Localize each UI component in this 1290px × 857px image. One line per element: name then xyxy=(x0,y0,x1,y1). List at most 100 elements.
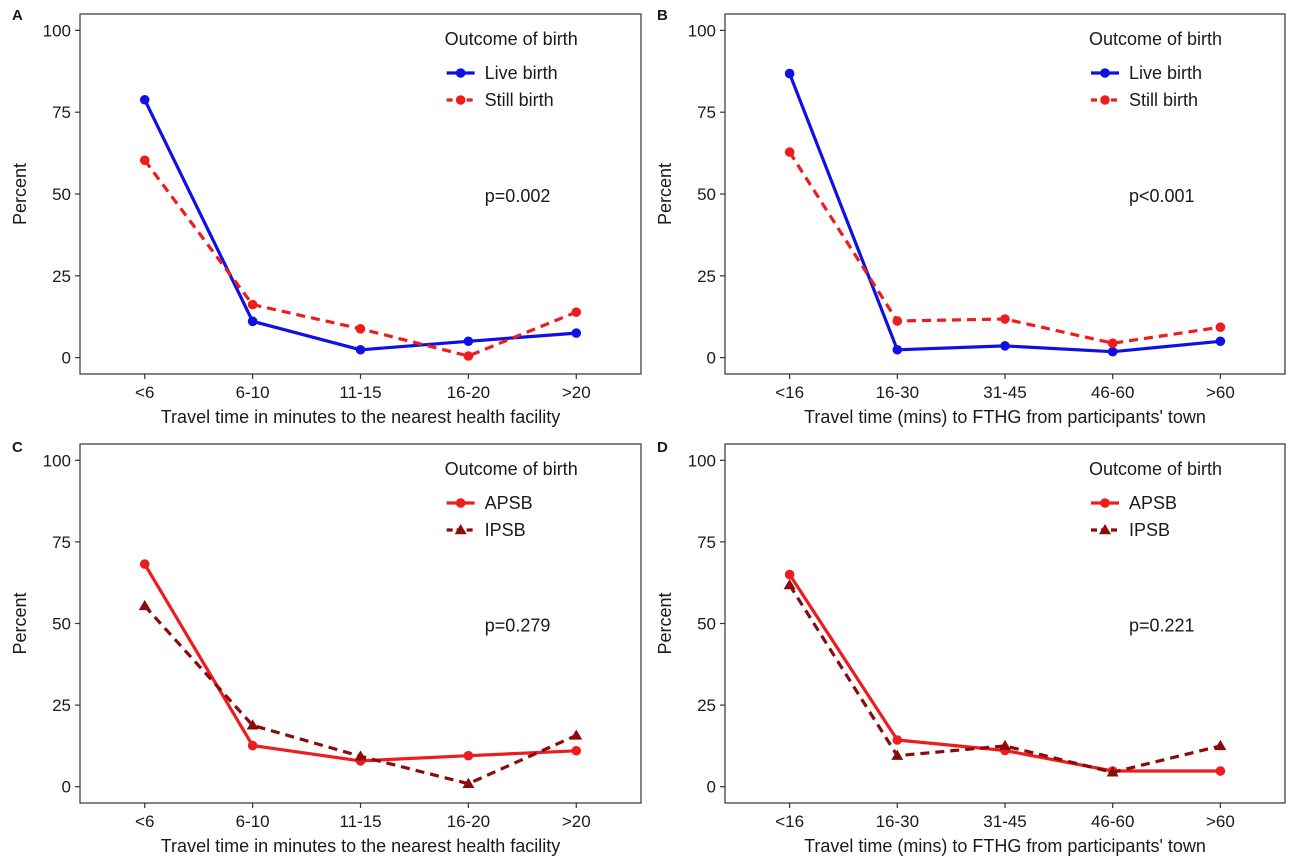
data-point xyxy=(784,68,795,79)
x-tick-label: 46-60 xyxy=(1091,812,1134,831)
series-line-ipsb xyxy=(788,584,1221,774)
legend-label: IPSB xyxy=(1129,520,1170,540)
data-point xyxy=(138,599,151,611)
y-tick-label: 100 xyxy=(688,21,716,40)
data-point xyxy=(355,324,366,334)
y-tick-label: 100 xyxy=(43,21,71,40)
y-tick-label: 75 xyxy=(52,533,71,552)
panel-letter: A xyxy=(12,7,23,24)
legend-key-marker xyxy=(454,524,467,535)
y-tick-label: 75 xyxy=(697,533,716,552)
data-point xyxy=(139,155,150,166)
legend-label: APSB xyxy=(1129,493,1177,513)
data-point xyxy=(571,307,582,317)
legend-title: Outcome of birth xyxy=(445,29,578,49)
x-tick-label: >20 xyxy=(562,812,591,831)
data-point xyxy=(1214,739,1227,751)
data-point xyxy=(463,750,474,761)
x-tick-label: <6 xyxy=(135,812,154,831)
y-tick-label: 0 xyxy=(62,349,71,368)
data-point xyxy=(247,316,258,327)
x-tick-label: 16-30 xyxy=(876,812,919,831)
data-point xyxy=(354,750,367,761)
y-tick-label: 0 xyxy=(707,778,716,797)
data-point xyxy=(139,559,150,569)
x-tick-label: 6-10 xyxy=(236,383,270,402)
legend-key-marker xyxy=(1100,498,1110,508)
x-tick-label: 16-30 xyxy=(876,383,919,402)
data-point xyxy=(463,351,474,361)
x-tick-label: 31-45 xyxy=(983,812,1026,831)
x-tick-label: <16 xyxy=(775,812,804,831)
y-tick-label: 100 xyxy=(43,451,71,470)
y-tick-label: 100 xyxy=(688,451,716,470)
legend-title: Outcome of birth xyxy=(445,459,578,479)
y-tick-label: 50 xyxy=(697,185,716,204)
y-tick-label: 25 xyxy=(52,696,71,715)
data-point xyxy=(1107,346,1118,357)
data-point xyxy=(463,336,474,347)
legend-key-marker xyxy=(455,498,466,508)
data-point xyxy=(247,740,258,751)
x-tick-label: >60 xyxy=(1206,383,1235,402)
legend-label: Live birth xyxy=(485,63,558,83)
x-tick-label: 46-60 xyxy=(1091,383,1134,402)
data-point xyxy=(1215,336,1226,347)
p-value-annotation: p=0.279 xyxy=(485,616,551,636)
y-axis-title: Percent xyxy=(10,592,30,654)
panel-letter: B xyxy=(657,7,668,24)
y-tick-label: 50 xyxy=(52,615,71,634)
data-point xyxy=(139,94,150,105)
data-point xyxy=(355,344,366,355)
legend-title: Outcome of birth xyxy=(1089,29,1222,49)
data-point xyxy=(462,777,475,788)
legend-key-marker xyxy=(1099,524,1111,535)
legend-label: Live birth xyxy=(1129,63,1202,83)
y-axis-title: Percent xyxy=(655,592,675,654)
data-point xyxy=(1215,766,1226,776)
y-axis-title: Percent xyxy=(655,163,675,225)
y-tick-label: 50 xyxy=(697,615,716,634)
data-point xyxy=(892,735,903,745)
series-line-apsb xyxy=(143,563,577,763)
x-tick-label: 6-10 xyxy=(236,812,270,831)
x-axis-title: Travel time in minutes to the nearest he… xyxy=(161,836,561,856)
x-tick-label: >60 xyxy=(1206,812,1235,831)
data-point xyxy=(571,745,582,756)
y-tick-label: 0 xyxy=(62,778,71,797)
y-tick-label: 75 xyxy=(52,103,71,122)
data-point xyxy=(892,316,903,326)
data-point xyxy=(784,569,795,580)
data-point xyxy=(571,328,582,338)
data-point xyxy=(1000,314,1010,324)
data-point xyxy=(246,719,259,730)
data-point xyxy=(892,344,903,355)
legend-key-marker xyxy=(455,95,466,105)
p-value-annotation: p=0.002 xyxy=(485,186,551,206)
x-tick-label: 16-20 xyxy=(447,812,490,831)
y-tick-label: 25 xyxy=(697,696,716,715)
x-tick-label: <6 xyxy=(135,383,154,402)
legend-key-marker xyxy=(1100,68,1110,78)
p-value-annotation: p=0.221 xyxy=(1129,616,1195,636)
panel-letter: C xyxy=(12,439,23,456)
data-point xyxy=(891,749,904,760)
legend-key-marker xyxy=(455,68,466,78)
data-point xyxy=(1000,341,1010,351)
data-point xyxy=(247,299,258,310)
x-axis-title: Travel time (mins) to FTHG from particip… xyxy=(804,836,1206,856)
x-axis-title: Travel time in minutes to the nearest he… xyxy=(161,407,561,427)
y-tick-label: 25 xyxy=(52,267,71,286)
legend-label: Still birth xyxy=(485,90,554,110)
series-line-live-birth xyxy=(143,98,577,352)
series-line-live-birth xyxy=(788,73,1221,354)
data-point xyxy=(999,739,1011,751)
legend-label: Still birth xyxy=(1129,90,1198,110)
p-value-annotation: p<0.001 xyxy=(1129,186,1195,206)
x-tick-label: 11-15 xyxy=(339,383,381,402)
data-point xyxy=(1107,338,1118,349)
